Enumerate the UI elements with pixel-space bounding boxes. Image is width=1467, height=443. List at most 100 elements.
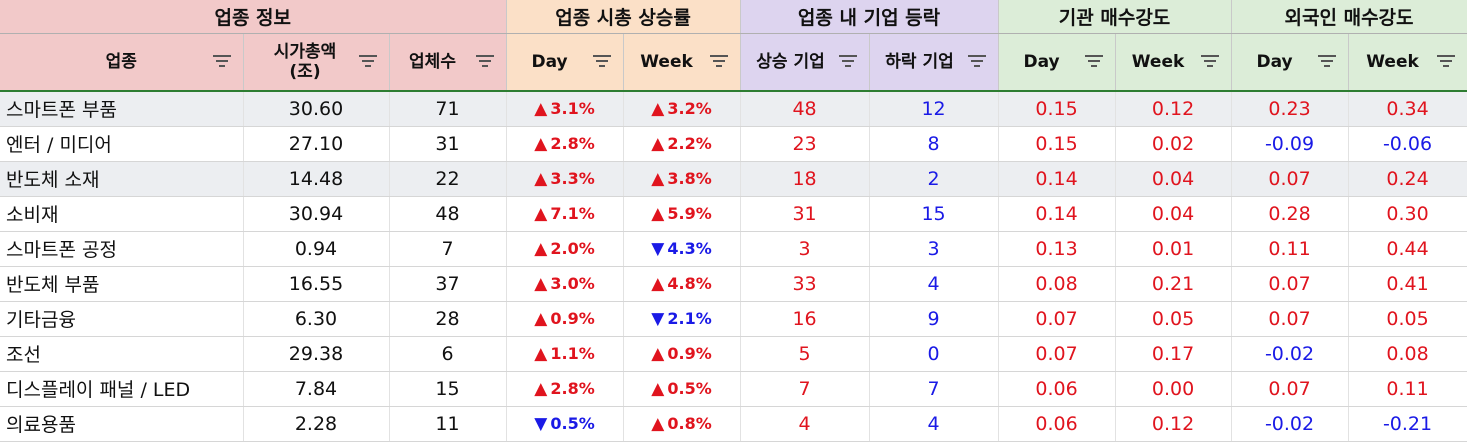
cell-market-cap[interactable]: 0.94 (243, 231, 390, 267)
cell-inst-week[interactable]: 0.04 (1115, 196, 1232, 232)
cell-cap-day[interactable]: ▲ 2.0% (506, 231, 624, 267)
table-row[interactable]: 기타금융 6.30 28 ▲ 0.9% ▼ 2.1% 16 9 0.07 0.05 0.07 0.05 (0, 301, 1467, 337)
cell-falling[interactable]: 0 (869, 336, 999, 372)
cell-falling[interactable]: 8 (869, 126, 999, 162)
cell-count[interactable]: 48 (389, 196, 507, 232)
cell-inst-week[interactable]: 0.12 (1115, 406, 1232, 442)
col-header-count[interactable]: 업체수 (389, 33, 507, 92)
cell-rising[interactable]: 18 (740, 161, 870, 197)
cell-cap-week[interactable]: ▲ 0.5% (623, 371, 741, 407)
cell-inst-day[interactable]: 0.15 (998, 91, 1116, 127)
col-header-foreign-week[interactable]: Week (1348, 33, 1467, 92)
cell-inst-week[interactable]: 0.04 (1115, 161, 1232, 197)
cell-market-cap[interactable]: 30.94 (243, 196, 390, 232)
col-header-foreign-day[interactable]: Day (1231, 33, 1349, 92)
cell-sector[interactable]: 디스플레이 패널 / LED (0, 371, 244, 407)
table-row[interactable]: 디스플레이 패널 / LED 7.84 15 ▲ 2.8% ▲ 0.5% 7 7 0.06 0.00… (0, 371, 1467, 407)
cell-inst-week[interactable]: 0.17 (1115, 336, 1232, 372)
cell-foreign-day[interactable]: 0.07 (1231, 301, 1349, 337)
col-header-cap-day[interactable]: Day (506, 33, 624, 92)
cell-cap-day[interactable]: ▲ 0.9% (506, 301, 624, 337)
cell-falling[interactable]: 4 (869, 406, 999, 442)
col-header-rising[interactable]: 상승 기업 (740, 33, 870, 92)
filter-icon[interactable] (358, 55, 377, 69)
cell-sector[interactable]: 엔터 / 미디어 (0, 126, 244, 162)
cell-foreign-day[interactable]: -0.02 (1231, 336, 1349, 372)
cell-count[interactable]: 37 (389, 266, 507, 302)
cell-foreign-day[interactable]: 0.07 (1231, 371, 1349, 407)
cell-foreign-day[interactable]: 0.07 (1231, 266, 1349, 302)
col-header-market-cap[interactable]: 시가총액 (조) (243, 33, 390, 92)
cell-foreign-day[interactable]: -0.09 (1231, 126, 1349, 162)
cell-count[interactable]: 71 (389, 91, 507, 127)
cell-sector[interactable]: 반도체 소재 (0, 161, 244, 197)
cell-market-cap[interactable]: 29.38 (243, 336, 390, 372)
cell-inst-day[interactable]: 0.13 (998, 231, 1116, 267)
table-row[interactable]: 소비재 30.94 48 ▲ 7.1% ▲ 5.9% 31 15 0.14 0.04 0.28 0.30 (0, 196, 1467, 232)
cell-cap-week[interactable]: ▼ 2.1% (623, 301, 741, 337)
cell-inst-day[interactable]: 0.07 (998, 301, 1116, 337)
cell-rising[interactable]: 7 (740, 371, 870, 407)
table-row[interactable]: 스마트폰 부품 30.60 71 ▲ 3.1% ▲ 3.2% 48 12 0.15 0.12 0.23… (0, 91, 1467, 127)
cell-foreign-week[interactable]: 0.30 (1348, 196, 1467, 232)
cell-sector[interactable]: 소비재 (0, 196, 244, 232)
cell-cap-day[interactable]: ▲ 1.1% (506, 336, 624, 372)
cell-market-cap[interactable]: 2.28 (243, 406, 390, 442)
cell-rising[interactable]: 4 (740, 406, 870, 442)
cell-cap-week[interactable]: ▲ 3.8% (623, 161, 741, 197)
cell-cap-week[interactable]: ▲ 0.9% (623, 336, 741, 372)
cell-market-cap[interactable]: 6.30 (243, 301, 390, 337)
cell-count[interactable]: 22 (389, 161, 507, 197)
cell-foreign-day[interactable]: 0.28 (1231, 196, 1349, 232)
cell-falling[interactable]: 3 (869, 231, 999, 267)
cell-falling[interactable]: 15 (869, 196, 999, 232)
cell-rising[interactable]: 31 (740, 196, 870, 232)
table-row[interactable]: 스마트폰 공정 0.94 7 ▲ 2.0% ▼ 4.3% 3 3 0.13 0.01 0.11 0.44 (0, 231, 1467, 267)
cell-foreign-day[interactable]: -0.02 (1231, 406, 1349, 442)
cell-market-cap[interactable]: 16.55 (243, 266, 390, 302)
cell-falling[interactable]: 7 (869, 371, 999, 407)
col-header-inst-day[interactable]: Day (998, 33, 1116, 92)
filter-icon[interactable] (709, 55, 728, 69)
cell-cap-week[interactable]: ▲ 0.8% (623, 406, 741, 442)
cell-inst-day[interactable]: 0.15 (998, 126, 1116, 162)
cell-foreign-day[interactable]: 0.11 (1231, 231, 1349, 267)
cell-foreign-week[interactable]: 0.08 (1348, 336, 1467, 372)
cell-cap-week[interactable]: ▲ 3.2% (623, 91, 741, 127)
cell-sector[interactable]: 반도체 부품 (0, 266, 244, 302)
cell-sector[interactable]: 스마트폰 부품 (0, 91, 244, 127)
cell-count[interactable]: 7 (389, 231, 507, 267)
cell-market-cap[interactable]: 30.60 (243, 91, 390, 127)
cell-foreign-day[interactable]: 0.07 (1231, 161, 1349, 197)
cell-foreign-week[interactable]: -0.21 (1348, 406, 1467, 442)
cell-foreign-week[interactable]: 0.41 (1348, 266, 1467, 302)
cell-falling[interactable]: 12 (869, 91, 999, 127)
cell-foreign-week[interactable]: 0.11 (1348, 371, 1467, 407)
cell-inst-week[interactable]: 0.00 (1115, 371, 1232, 407)
cell-falling[interactable]: 2 (869, 161, 999, 197)
filter-icon[interactable] (592, 55, 611, 69)
cell-rising[interactable]: 48 (740, 91, 870, 127)
cell-foreign-week[interactable]: 0.34 (1348, 91, 1467, 127)
filter-icon[interactable] (475, 55, 494, 69)
cell-sector[interactable]: 조선 (0, 336, 244, 372)
cell-foreign-week[interactable]: 0.44 (1348, 231, 1467, 267)
cell-cap-week[interactable]: ▲ 4.8% (623, 266, 741, 302)
cell-count[interactable]: 28 (389, 301, 507, 337)
cell-inst-day[interactable]: 0.14 (998, 196, 1116, 232)
table-row[interactable]: 조선 29.38 6 ▲ 1.1% ▲ 0.9% 5 0 0.07 0.17 -0.02 0.08 (0, 336, 1467, 372)
cell-count[interactable]: 6 (389, 336, 507, 372)
cell-cap-week[interactable]: ▲ 2.2% (623, 126, 741, 162)
cell-count[interactable]: 15 (389, 371, 507, 407)
cell-cap-day[interactable]: ▲ 2.8% (506, 371, 624, 407)
col-header-cap-week[interactable]: Week (623, 33, 741, 92)
cell-count[interactable]: 31 (389, 126, 507, 162)
cell-inst-day[interactable]: 0.08 (998, 266, 1116, 302)
cell-market-cap[interactable]: 27.10 (243, 126, 390, 162)
cell-falling[interactable]: 4 (869, 266, 999, 302)
cell-inst-day[interactable]: 0.07 (998, 336, 1116, 372)
cell-market-cap[interactable]: 7.84 (243, 371, 390, 407)
col-header-falling[interactable]: 하락 기업 (869, 33, 999, 92)
cell-cap-day[interactable]: ▲ 2.8% (506, 126, 624, 162)
cell-cap-day[interactable]: ▼ 0.5% (506, 406, 624, 442)
